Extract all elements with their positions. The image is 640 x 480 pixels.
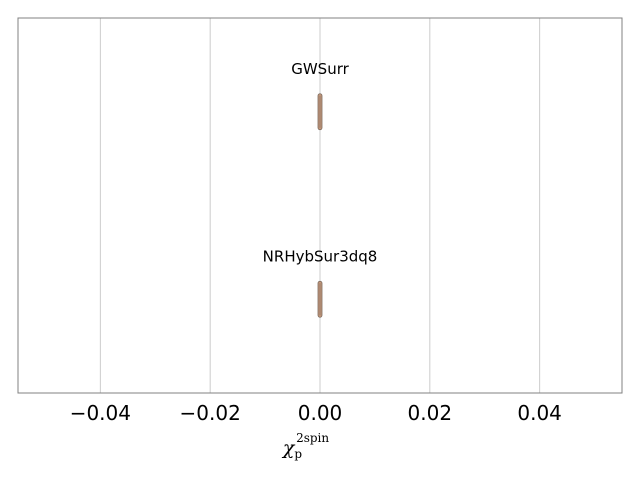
x-tick-label: 0.02 [408,401,453,425]
x-axis-label: χp 2spin [281,431,330,461]
plot-frame [17,17,623,394]
x-tick-label: 0.00 [298,401,343,425]
x-axis-ticks: −0.04 −0.02 0.00 0.02 0.04 [70,401,562,425]
violin-marks [317,93,323,318]
x-axis-label-superscript: 2spin [296,431,329,445]
x-tick-label: −0.04 [70,401,131,425]
x-tick-label: −0.02 [180,401,241,425]
x-axis-label-subscript: p [294,447,302,461]
x-tick-label: 0.04 [517,401,562,425]
series-label: NRHybSur3dq8 [263,247,378,265]
x-axis-label-symbol: χ [281,437,296,459]
grid-lines [99,18,541,393]
series-label: GWSurr [291,60,349,78]
series-labels: GWSurr NRHybSur3dq8 [263,60,378,266]
